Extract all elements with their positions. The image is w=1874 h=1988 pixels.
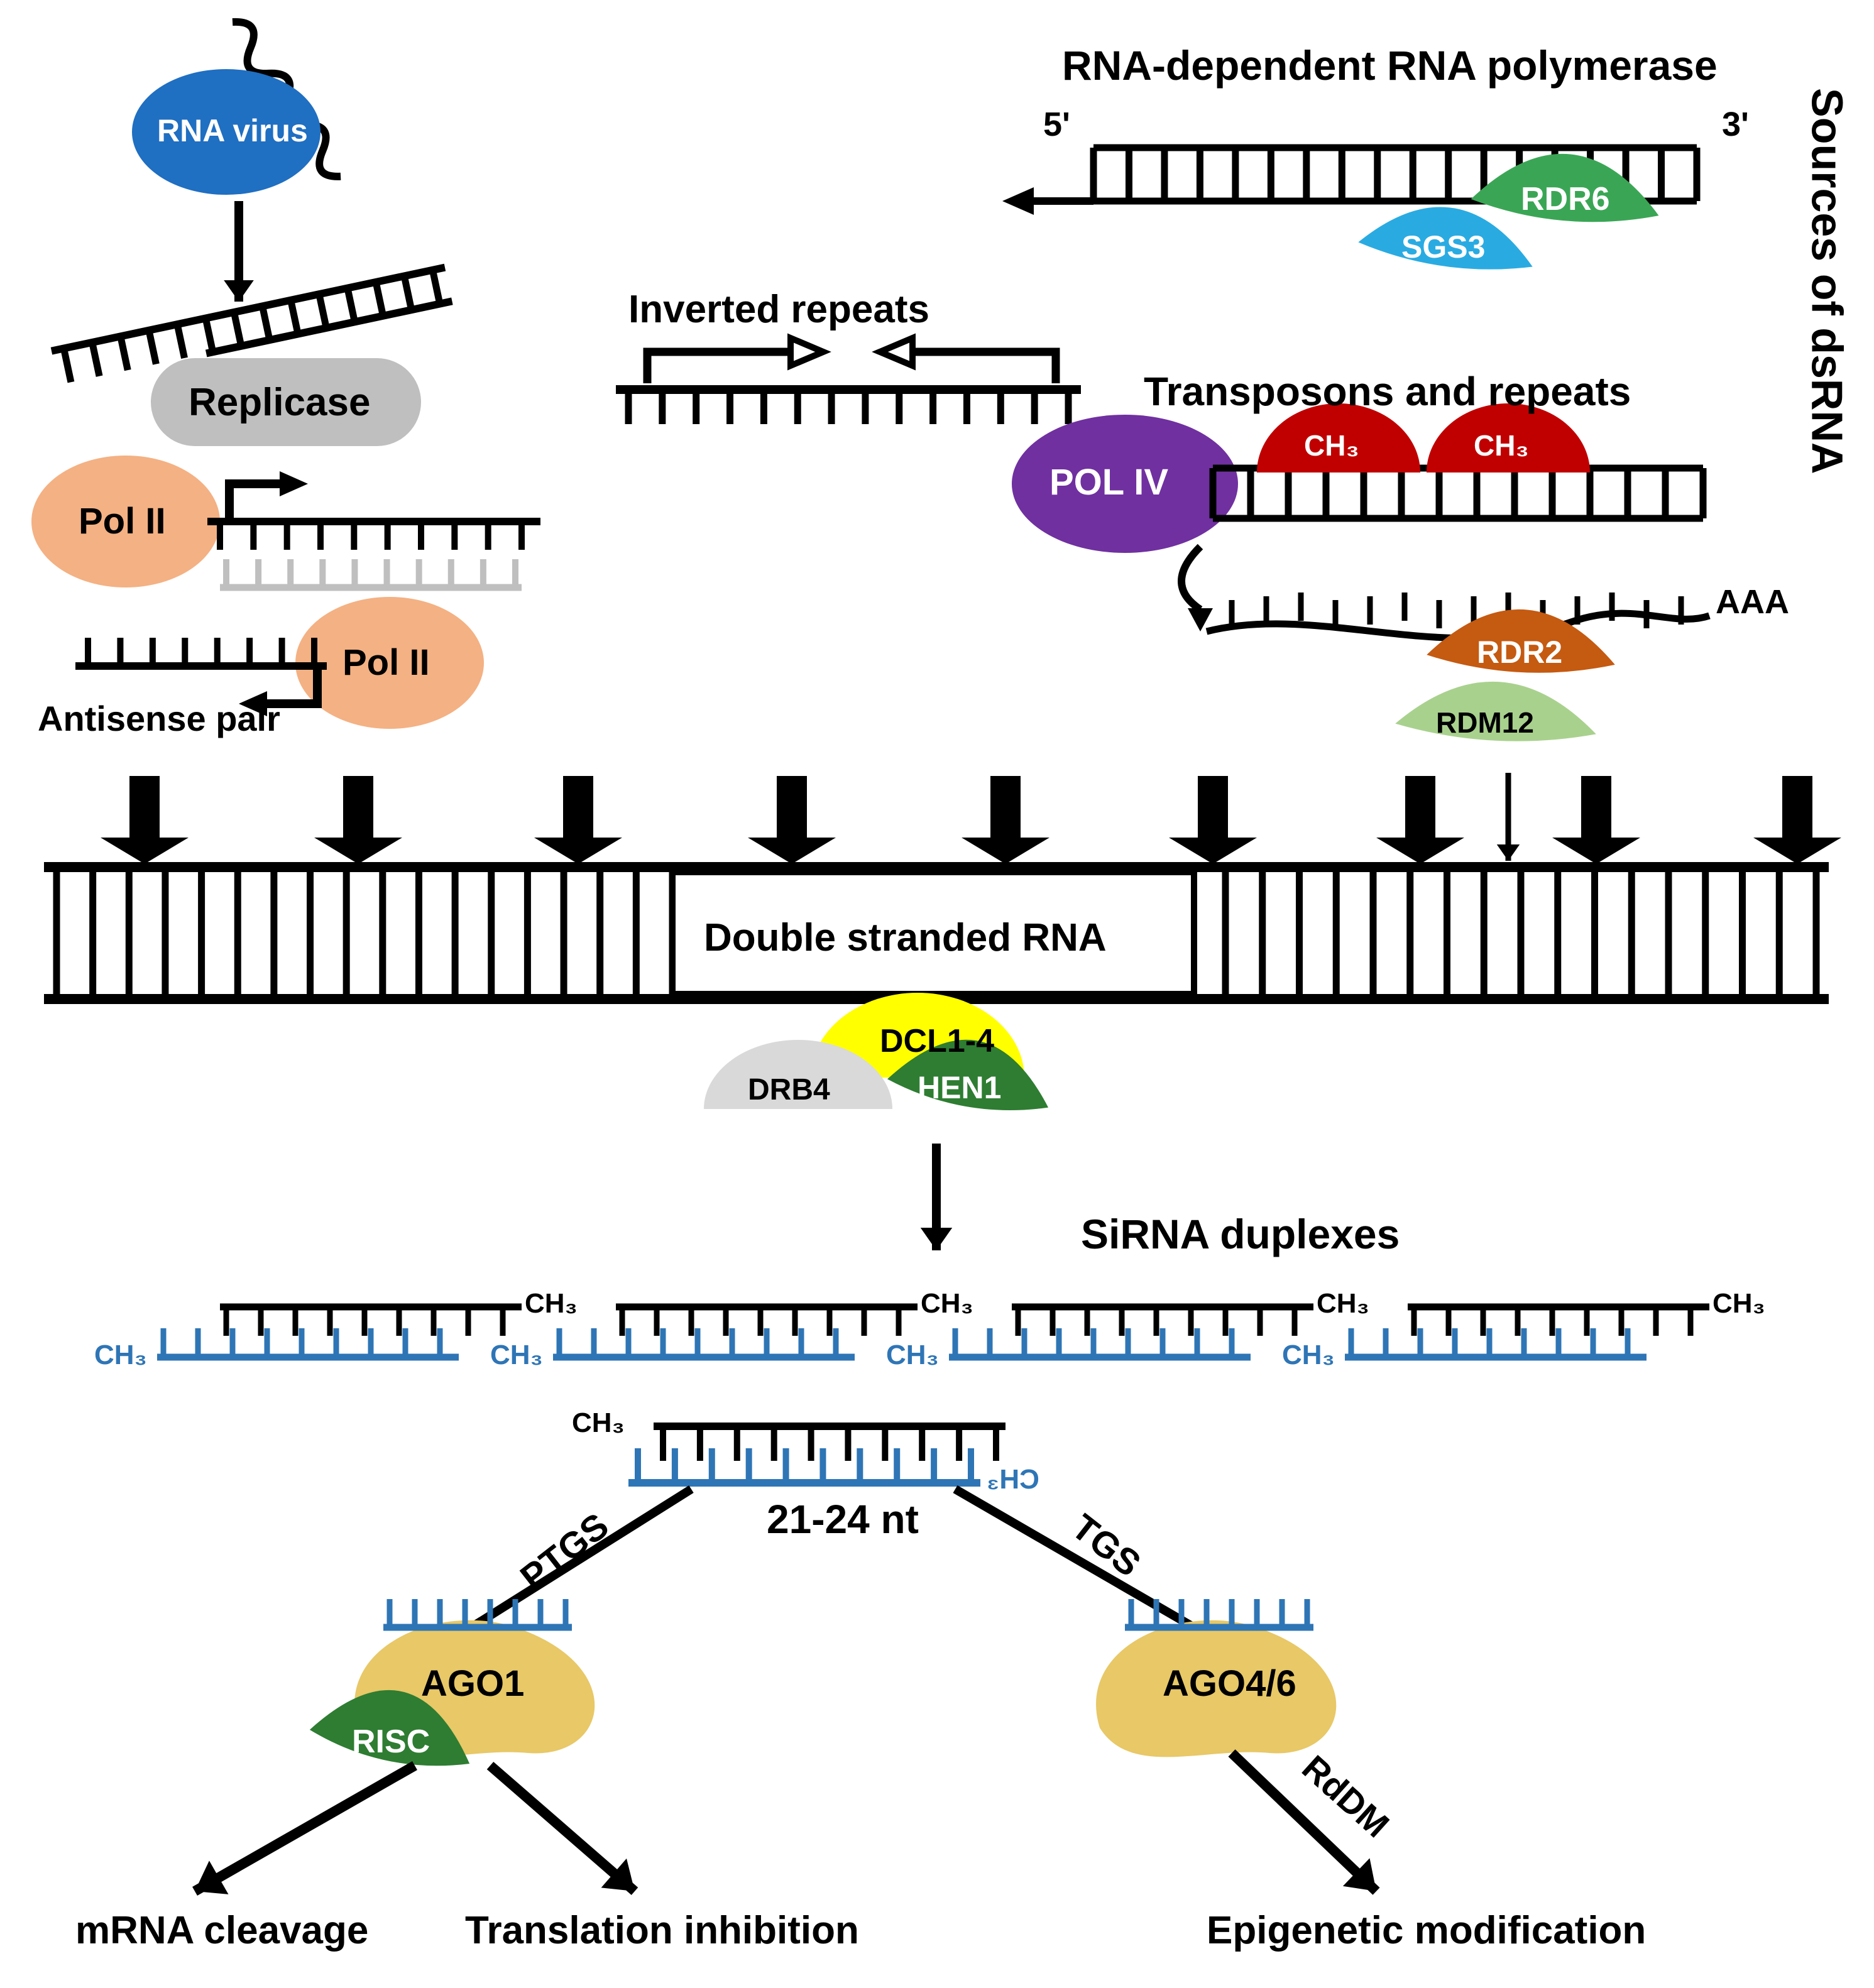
polII-label-0: Pol II xyxy=(79,503,166,541)
ch3-bot-0: CH₃ xyxy=(94,1341,147,1370)
sirna-duplex-3 xyxy=(1345,1307,1709,1357)
three-prime-label: 3' xyxy=(1722,107,1749,143)
diagram-root xyxy=(0,0,1874,1988)
aaa-label: AAA xyxy=(1716,584,1789,620)
rdr2-label: RDR2 xyxy=(1477,636,1562,669)
polII-label-1: Pol II xyxy=(342,644,430,682)
nt-label: 21-24 nt xyxy=(767,1499,919,1541)
ch3-bot-3: CH₃ xyxy=(1282,1341,1335,1370)
ch3-bot-2: CH₃ xyxy=(886,1341,939,1370)
hen1-label: HEN1 xyxy=(918,1071,1001,1105)
sirna-duplex-0 xyxy=(157,1307,522,1357)
ch3-top-0: CH₃ xyxy=(525,1289,578,1318)
ago46-label: AGO4/6 xyxy=(1163,1665,1296,1703)
sirna-duplex-2 xyxy=(949,1307,1313,1357)
ch3-dome-label-1: CH₃ xyxy=(1474,430,1529,461)
polIV-label: POL IV xyxy=(1049,464,1168,502)
sgs3-label: SGS3 xyxy=(1401,231,1485,264)
ago1-label: AGO1 xyxy=(421,1665,524,1703)
ch3-dome-label-0: CH₃ xyxy=(1304,430,1359,461)
ch3-top-3: CH₃ xyxy=(1712,1289,1765,1318)
five-prime-label: 5' xyxy=(1043,107,1070,143)
ch3-single-top: CH₃ xyxy=(572,1409,625,1438)
ch3-single-bot: CH₃ xyxy=(987,1465,1039,1494)
rdr6-label: RDR6 xyxy=(1521,182,1610,217)
risc-label: RISC xyxy=(352,1725,430,1759)
ch3-top-1: CH₃ xyxy=(921,1289,973,1318)
inverted-repeats xyxy=(616,338,1081,424)
antisense-label: Antisense pair xyxy=(38,701,280,738)
rna-virus xyxy=(132,15,351,302)
rna-virus-label: RNA virus xyxy=(157,114,308,148)
drb4-label: DRB4 xyxy=(748,1074,830,1106)
sirna-duplex-1 xyxy=(553,1307,918,1357)
sources-label: Sources of dsRNA xyxy=(1804,88,1850,474)
epigenetic-label: Epigenetic modification xyxy=(1207,1910,1646,1951)
replicase-label: Replicase xyxy=(189,382,371,423)
dcl-label: DCL1-4 xyxy=(880,1024,994,1059)
inverted-repeats-label: Inverted repeats xyxy=(628,289,929,330)
dsrna-label: Double stranded RNA xyxy=(704,917,1107,958)
ch3-bot-1: CH₃ xyxy=(490,1341,543,1370)
rdrp-title: RNA-dependent RNA polymerase xyxy=(1062,44,1718,87)
mrna-label: mRNA cleavage xyxy=(75,1910,368,1951)
polII-group xyxy=(31,456,540,729)
translation-label: Translation inhibition xyxy=(465,1910,859,1951)
transposons-label: Transposons and repeats xyxy=(1144,371,1631,413)
sirna-label: SiRNA duplexes xyxy=(1081,1213,1400,1256)
ch3-top-2: CH₃ xyxy=(1317,1289,1369,1318)
rdm12-label: RDM12 xyxy=(1436,707,1534,738)
